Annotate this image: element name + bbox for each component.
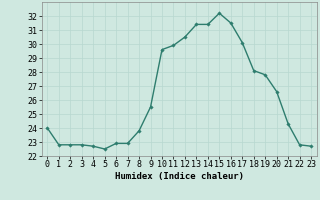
- X-axis label: Humidex (Indice chaleur): Humidex (Indice chaleur): [115, 172, 244, 181]
